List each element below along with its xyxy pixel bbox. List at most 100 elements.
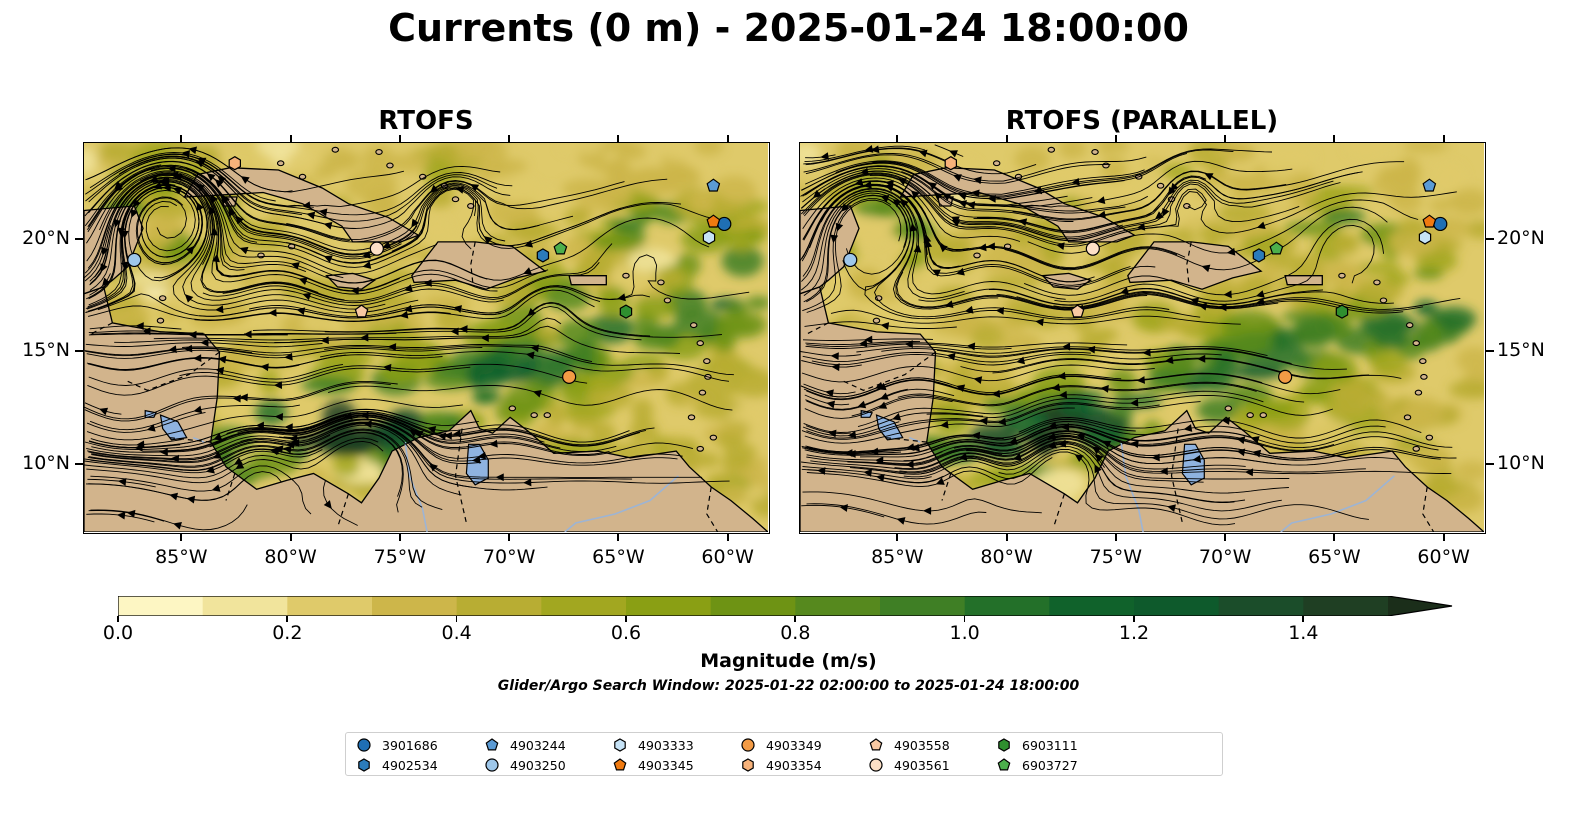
colorbar-segment [372,596,458,616]
legend-label: 4903333 [638,737,694,753]
legend-label: 4903349 [766,737,822,753]
colorbar-segment [1303,596,1389,616]
float-marker-6903727[interactable] [553,241,568,255]
lon-tick-label: 85°W [871,546,924,568]
lon-tick-label: 80°W [264,546,317,568]
map-panel-rtofs[interactable] [83,142,770,534]
colorbar-segment [118,596,204,616]
float-marker-4903349[interactable] [1278,369,1293,384]
lon-tick-label: 60°W [701,546,754,568]
colorbar-scale [117,595,1453,617]
legend-marker-icon [614,738,626,752]
colorbar-segment [964,596,1050,616]
colorbar-tick-mark [963,616,966,622]
lon-tick-mark [508,534,511,541]
legend-item-4902534: 4902534 [356,757,438,773]
colorbar-segment [541,596,627,616]
colorbar-tick-mark [117,616,119,622]
colorbar-tick-mark [1302,616,1304,622]
legend-marker-icon [998,738,1010,752]
legend-marker-icon [358,758,370,772]
float-marker-4903250[interactable] [127,252,142,268]
lon-tick-label: 80°W [980,546,1033,568]
float-marker-4903345[interactable] [1422,214,1437,228]
lat-tick-label: 10°N [22,451,70,474]
colorbar-extend-arrow [1388,596,1452,616]
lon-tick-mark-top [896,135,899,142]
colorbar-segment [456,596,542,616]
lon-tick-label: 65°W [1308,546,1361,568]
float-marker-4902534[interactable] [1252,248,1266,263]
lon-tick-mark-top [1333,135,1336,142]
lon-tick-mark-top [1005,135,1008,142]
lon-tick-mark [180,534,183,541]
float-marker-6903111[interactable] [1335,304,1349,319]
panel-title-rtofs: RTOFS [378,106,474,136]
legend-item-4903333: 4903333 [612,737,694,753]
legend-label: 4903244 [510,737,566,753]
float-marker-4903244[interactable] [706,178,721,192]
colorbar-title: Magnitude (m/s) [700,650,877,672]
lon-tick-mark-top [726,135,729,142]
lon-tick-label: 70°W [1198,546,1252,568]
lon-tick-mark-top [289,135,292,142]
lon-tick-mark [896,534,899,541]
lon-tick-label: 75°W [1089,546,1143,568]
lat-tick-label: 15°N [22,339,70,362]
float-marker-4903345[interactable] [706,214,721,228]
colorbar-tick-label: 1.4 [1288,622,1319,644]
float-marker-4903349[interactable] [562,369,577,384]
float-marker-4903561[interactable] [1085,241,1100,256]
lon-tick-mark [398,534,401,541]
lat-tick-mark [75,462,83,465]
float-marker-4903354[interactable] [944,156,957,171]
map-canvas-rtofs [84,143,769,533]
legend-label: 4903250 [510,757,566,773]
lon-tick-label: 60°W [1417,546,1470,568]
lon-tick-label: 85°W [155,546,208,568]
colorbar-tick-label: 1.2 [1118,622,1150,644]
colorbar-tick-label: 0.4 [441,622,472,644]
lon-tick-mark [1005,534,1008,541]
lat-tick-mark [1486,350,1494,353]
colorbar-segment [795,596,881,616]
float-legend: 3901686 4902534 4903244 4903250 4903333 49033… [345,732,1223,776]
colorbar-tick-mark [625,616,627,622]
legend-label: 4902534 [382,757,438,773]
lat-tick-label: 15°N [1497,339,1545,362]
legend-marker-icon [742,758,754,772]
colorbar-tick-mark [455,616,458,622]
legend-item-4903354: 4903354 [740,757,822,773]
colorbar-tick-mark [1133,616,1135,622]
float-marker-4902534[interactable] [536,248,550,263]
legend-label: 4903561 [894,757,950,773]
lon-tick-mark [1114,534,1117,541]
colorbar-segment [880,596,966,616]
lat-tick-mark [75,237,83,240]
float-marker-4903333[interactable] [702,230,716,245]
float-marker-6903727[interactable] [1269,241,1284,255]
legend-item-4903250: 4903250 [484,757,566,773]
lon-tick-mark-top [1442,135,1445,142]
colorbar [117,595,1453,617]
colorbar-segment [1134,596,1220,616]
float-marker-4903558[interactable] [1070,304,1085,318]
legend-item-6903111: 6903111 [996,737,1078,753]
lon-tick-mark-top [398,135,401,142]
lat-tick-mark [1486,462,1494,465]
float-marker-6903111[interactable] [619,304,633,319]
lon-tick-mark [617,534,620,541]
float-marker-4903250[interactable] [843,252,858,268]
float-marker-4903354[interactable] [228,156,241,171]
lon-tick-mark [1333,534,1336,541]
map-panel-rtofs-parallel[interactable] [799,142,1486,534]
float-marker-4903561[interactable] [369,241,384,256]
float-marker-4903333[interactable] [1418,230,1432,245]
float-marker-4903244[interactable] [1422,178,1437,192]
lat-tick-mark [1486,237,1494,240]
legend-item-6903727: 6903727 [996,757,1078,773]
legend-label: 6903111 [1022,737,1078,753]
float-marker-4903558[interactable] [354,304,369,318]
legend-marker-icon [485,738,499,751]
lon-tick-mark-top [617,135,620,142]
